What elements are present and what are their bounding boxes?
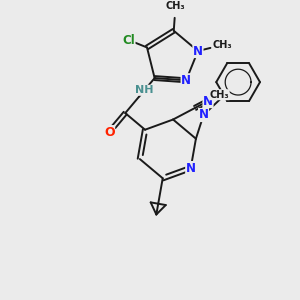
Text: N: N [186, 162, 196, 175]
Text: N: N [193, 44, 203, 58]
Text: CH₃: CH₃ [166, 1, 185, 11]
Text: N: N [181, 74, 191, 87]
Text: CH₃: CH₃ [210, 90, 229, 100]
Text: Cl: Cl [122, 34, 135, 46]
Text: O: O [104, 126, 115, 139]
Text: N: N [199, 109, 208, 122]
Text: N: N [203, 94, 213, 108]
Text: CH₃: CH₃ [212, 40, 232, 50]
Text: NH: NH [135, 85, 154, 95]
